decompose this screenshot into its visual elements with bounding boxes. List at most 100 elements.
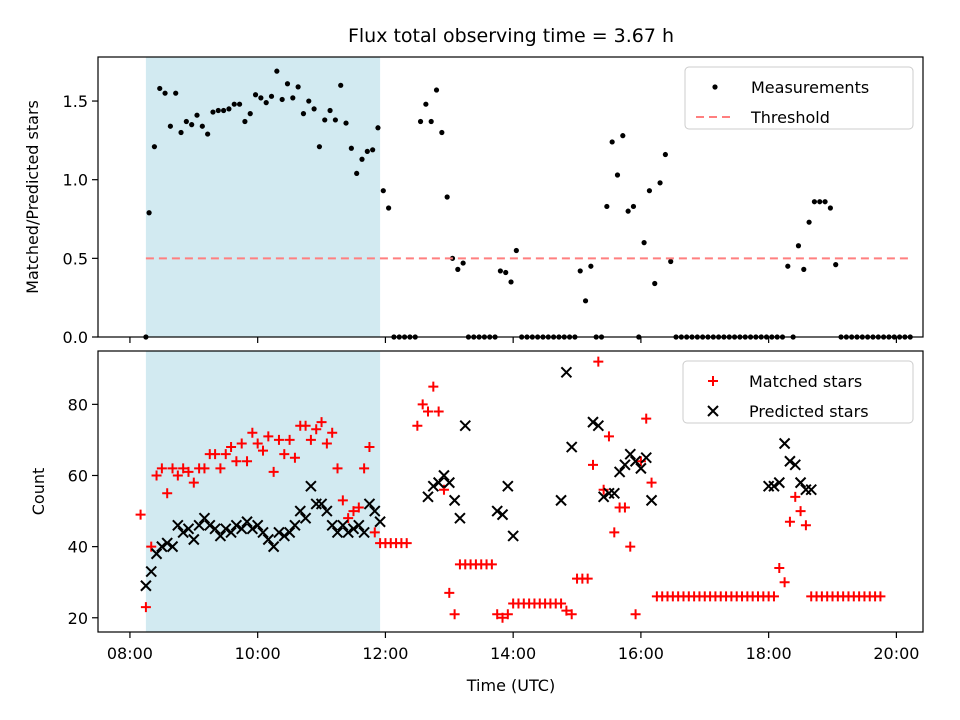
data-point bbox=[263, 100, 269, 106]
data-point bbox=[503, 269, 509, 276]
legend-label: Threshold bbox=[750, 108, 830, 127]
data-point bbox=[795, 243, 802, 249]
data-point bbox=[588, 263, 594, 269]
data-point bbox=[444, 587, 455, 598]
data-point bbox=[662, 151, 668, 158]
data-point bbox=[439, 129, 445, 136]
data-point bbox=[321, 438, 332, 449]
y-tick-label: 0.0 bbox=[63, 328, 88, 347]
data-point bbox=[641, 413, 652, 424]
data-point bbox=[311, 106, 317, 112]
data-point bbox=[311, 424, 322, 435]
data-point bbox=[183, 118, 189, 125]
data-point bbox=[258, 445, 268, 456]
data-point bbox=[582, 573, 593, 584]
data-point bbox=[316, 144, 323, 150]
data-point bbox=[566, 441, 578, 453]
data-point bbox=[668, 258, 674, 265]
data-point bbox=[284, 81, 291, 87]
data-point bbox=[438, 469, 450, 482]
data-point bbox=[460, 260, 466, 266]
data-point bbox=[785, 263, 791, 269]
data-point bbox=[156, 540, 168, 553]
data-point bbox=[263, 431, 274, 442]
x-tick-label: 12:00 bbox=[362, 644, 408, 663]
data-point bbox=[789, 459, 801, 471]
data-point bbox=[209, 523, 221, 535]
data-point bbox=[145, 565, 157, 578]
data-point bbox=[274, 68, 280, 74]
data-point bbox=[182, 523, 195, 535]
data-point bbox=[331, 526, 344, 539]
data-point bbox=[278, 530, 290, 542]
data-point bbox=[363, 498, 376, 510]
data-point bbox=[448, 494, 461, 507]
data-point bbox=[258, 95, 264, 101]
data-point bbox=[220, 449, 231, 460]
data-point bbox=[162, 488, 173, 499]
data-point bbox=[252, 438, 263, 449]
data-point bbox=[496, 508, 509, 521]
data-point bbox=[795, 506, 806, 517]
data-point bbox=[279, 449, 290, 460]
data-point bbox=[604, 203, 610, 210]
data-point bbox=[609, 527, 620, 538]
data-point bbox=[459, 419, 471, 432]
data-point bbox=[806, 219, 812, 225]
data-point bbox=[582, 298, 589, 304]
data-point bbox=[173, 90, 179, 96]
data-point bbox=[326, 519, 338, 531]
y-tick-label: 60 bbox=[68, 466, 88, 485]
data-point bbox=[455, 266, 461, 272]
data-point bbox=[316, 417, 327, 428]
data-point bbox=[486, 559, 497, 570]
data-point bbox=[242, 118, 248, 125]
data-point bbox=[157, 85, 163, 92]
data-point bbox=[555, 494, 567, 507]
data-point bbox=[221, 107, 227, 114]
data-point bbox=[198, 512, 211, 524]
data-point bbox=[167, 463, 178, 474]
data-point bbox=[497, 612, 508, 623]
data-point bbox=[635, 456, 646, 467]
shaded-interval bbox=[145, 57, 381, 337]
legend-label: Matched stars bbox=[749, 372, 862, 391]
data-point bbox=[215, 463, 226, 474]
data-point bbox=[566, 609, 577, 620]
data-point bbox=[279, 96, 285, 103]
data-point bbox=[370, 147, 376, 153]
data-point bbox=[289, 519, 301, 531]
data-point bbox=[268, 93, 275, 99]
data-point bbox=[768, 591, 779, 602]
data-point bbox=[305, 480, 317, 492]
data-point bbox=[300, 111, 307, 117]
legend-marker bbox=[712, 84, 718, 90]
data-point bbox=[417, 118, 424, 125]
data-point bbox=[220, 523, 232, 535]
x-tick-label: 14:00 bbox=[490, 644, 536, 663]
data-point bbox=[156, 463, 167, 474]
data-point bbox=[166, 540, 179, 553]
data-point bbox=[347, 523, 360, 535]
data-point bbox=[183, 466, 194, 477]
data-point bbox=[556, 598, 567, 609]
data-point bbox=[358, 526, 370, 539]
legend-label: Predicted stars bbox=[749, 402, 869, 421]
data-point bbox=[353, 519, 365, 531]
data-point bbox=[327, 427, 338, 438]
data-point bbox=[608, 487, 620, 499]
data-point bbox=[423, 101, 429, 107]
data-point bbox=[784, 455, 796, 467]
data-point bbox=[327, 107, 333, 114]
legend-marker bbox=[707, 405, 719, 417]
data-point bbox=[620, 133, 626, 139]
data-point bbox=[641, 240, 647, 246]
data-point bbox=[423, 406, 433, 417]
data-point bbox=[502, 480, 514, 492]
data-point bbox=[646, 188, 653, 194]
plot-frame bbox=[97, 350, 924, 633]
data-point bbox=[779, 577, 790, 588]
data-point bbox=[561, 605, 572, 616]
data-point bbox=[305, 434, 316, 445]
y-axis-label: Count bbox=[29, 468, 48, 516]
